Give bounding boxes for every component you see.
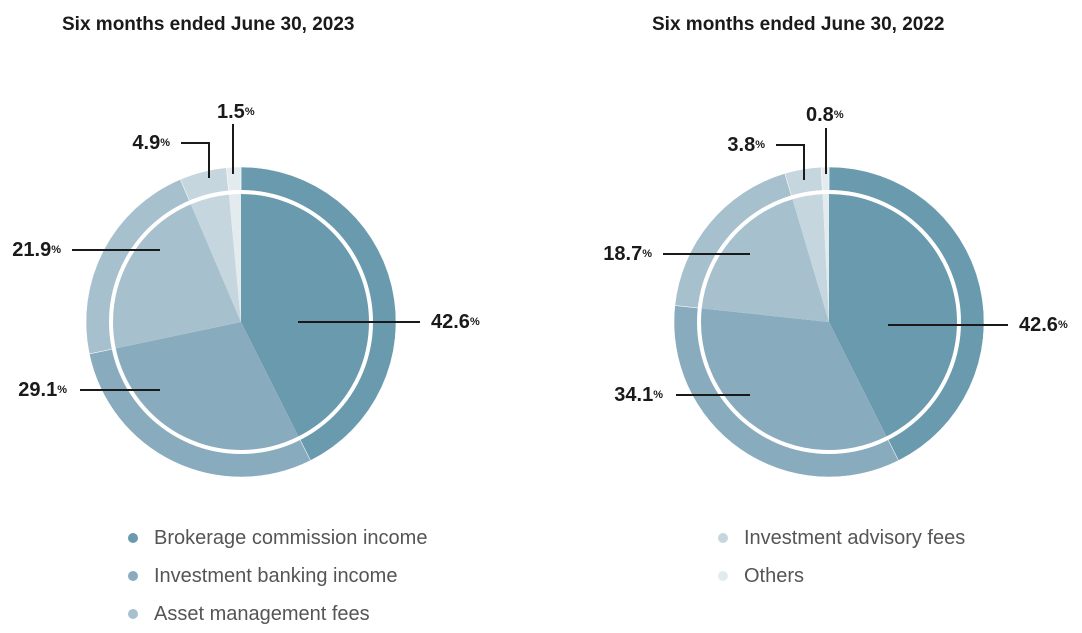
data-label-investment-advisory: 3.8% [727, 134, 765, 156]
legend-item-asset-management: Asset management fees [128, 595, 427, 633]
chart-title-2023: Six months ended June 30, 2023 [62, 14, 355, 35]
data-label-value: 3.8 [727, 134, 755, 156]
slice-investment-banking [115, 322, 299, 450]
chart-title-2022: Six months ended June 30, 2022 [652, 14, 945, 35]
legend-label-others: Others [744, 564, 805, 587]
data-label-investment-banking: 29.1% [18, 379, 67, 401]
data-label-unit: % [160, 137, 170, 149]
legend-label-asset-management: Asset management fees [154, 602, 370, 625]
legend-item-investment-banking: Investment banking income [128, 557, 427, 595]
data-label-others: 0.8% [806, 104, 844, 126]
legend-label-investment-advisory: Investment advisory fees [744, 526, 966, 549]
legend-item-brokerage: Brokerage commission income [128, 519, 427, 557]
data-label-brokerage: 42.6% [431, 311, 480, 333]
slice-investment-advisory [792, 194, 829, 322]
slice-others [822, 194, 829, 322]
slice-investment-advisory [190, 194, 241, 322]
data-label-unit: % [51, 244, 61, 256]
pie-left: 42.6%29.1%21.9%4.9%1.5% [12, 101, 480, 478]
slice-brokerage [241, 194, 369, 437]
data-label-value: 42.6 [431, 311, 470, 333]
legend-swatch-brokerage [128, 533, 138, 543]
legend-right: Investment advisory fees Others [718, 519, 965, 595]
leader-line-investment-advisory [776, 144, 805, 180]
data-label-unit: % [57, 384, 67, 396]
legend-label-brokerage: Brokerage commission income [154, 526, 428, 549]
data-label-asset-management: 21.9% [12, 239, 61, 261]
slice-asset-management [701, 199, 829, 322]
data-label-value: 18.7 [603, 243, 642, 265]
data-label-unit: % [470, 316, 480, 328]
data-label-investment-banking: 34.1% [614, 384, 663, 406]
legend-swatch-investment-banking [128, 571, 138, 581]
data-label-asset-management: 18.7% [603, 243, 652, 265]
data-label-brokerage: 42.6% [1019, 314, 1068, 336]
data-label-value: 1.5 [217, 101, 245, 123]
data-label-others: 1.5% [217, 101, 255, 123]
data-label-value: 42.6 [1019, 314, 1058, 336]
data-label-unit: % [755, 139, 765, 151]
data-label-value: 4.9 [132, 132, 160, 154]
data-label-value: 34.1 [614, 384, 653, 406]
leader-line-investment-advisory [181, 142, 210, 178]
slice-investment-banking [701, 308, 887, 450]
legend-label-investment-banking: Investment banking income [154, 564, 398, 587]
data-label-unit: % [653, 389, 663, 401]
slice-others [228, 194, 241, 322]
data-label-unit: % [834, 109, 844, 121]
slice-asset-management [112, 204, 241, 349]
legend-swatch-others [718, 571, 728, 581]
data-label-value: 29.1 [18, 379, 57, 401]
legend-left: Brokerage commission income Investment b… [128, 519, 427, 633]
slice-brokerage [829, 194, 957, 437]
pie-right: 42.6%34.1%18.7%3.8%0.8% [603, 104, 1068, 478]
data-label-unit: % [1058, 319, 1068, 331]
legend-swatch-investment-advisory [718, 533, 728, 543]
data-label-unit: % [642, 248, 652, 260]
data-label-investment-advisory: 4.9% [132, 132, 170, 154]
legend-item-investment-advisory: Investment advisory fees [718, 519, 965, 557]
data-label-unit: % [245, 106, 255, 118]
data-label-value: 0.8 [806, 104, 834, 126]
legend-swatch-asset-management [128, 609, 138, 619]
data-label-value: 21.9 [12, 239, 51, 261]
legend-item-others: Others [718, 557, 965, 595]
